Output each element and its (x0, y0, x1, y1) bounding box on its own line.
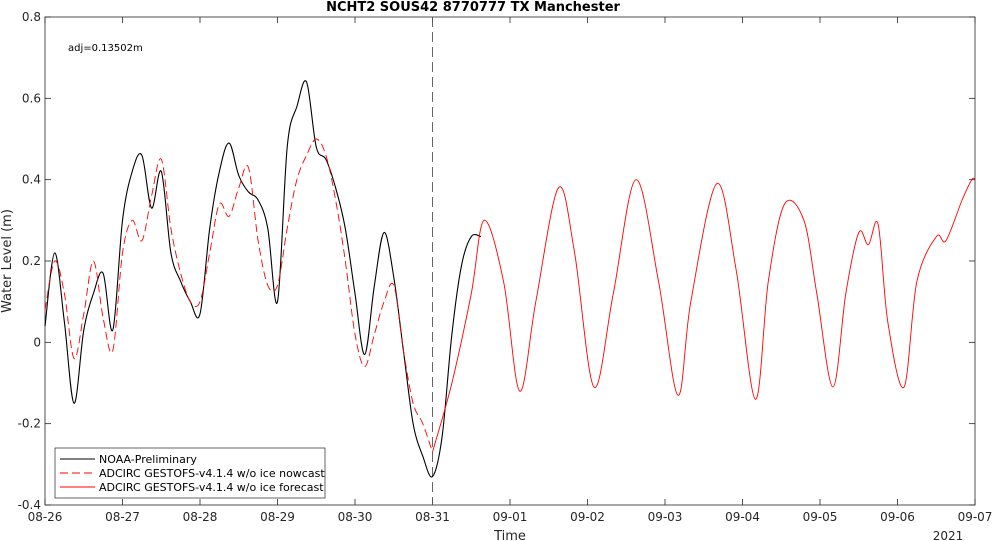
y-tick-label: -0.2 (18, 417, 41, 431)
series-line-2 (44, 138, 433, 453)
x-tick-label: 09-07 (958, 510, 992, 524)
legend-box (54, 447, 326, 499)
legend-label-3: ADCIRC GESTOFS-v4.1.4 w/o ice forecast (99, 481, 324, 494)
x-tick-label: 08-30 (338, 510, 373, 524)
adjustment-annotation: adj=0.13502m (68, 43, 143, 54)
series-layer (44, 80, 976, 478)
x-tick-label: 08-29 (260, 510, 295, 524)
x-axis-title: Time (493, 529, 526, 541)
x-tick-label: 09-06 (880, 510, 915, 524)
y-tick-label: 0.4 (22, 173, 41, 187)
y-tick-label: 0.8 (22, 10, 41, 24)
x-tick-label: 09-04 (725, 510, 760, 524)
x-tick-label: 09-02 (570, 510, 605, 524)
x-tick-label: 08-27 (105, 510, 140, 524)
chart-title: NCHT2 SOUS42 8770777 TX Manchester (326, 0, 620, 15)
y-axis-title: Water Level (m) (0, 209, 15, 313)
x-tick-label: 08-28 (183, 510, 218, 524)
series-line-3 (432, 177, 976, 453)
year-label: 2021 (933, 529, 964, 541)
x-tick-label: 09-03 (648, 510, 683, 524)
y-tick-label: 0.6 (22, 91, 41, 105)
x-axis-ticks: 08-26 08-27 08-28 08-29 08-30 08-31 09-01 09-02… (28, 17, 992, 524)
x-tick-label: 09-01 (493, 510, 528, 524)
y-axis-ticks: -0.4 -0.2 0 0.2 0.4 0.6 0.8 (18, 10, 975, 512)
y-tick-label: 0 (33, 335, 41, 349)
y-tick-label: -0.4 (18, 498, 41, 512)
legend-label-2: ADCIRC GESTOFS-v4.1.4 w/o ice nowcast (99, 467, 325, 480)
y-tick-label: 0.2 (22, 254, 41, 268)
plot-area (44, 16, 976, 506)
x-tick-label: 08-31 (415, 510, 450, 524)
series-line-1 (44, 80, 482, 478)
x-tick-label: 09-05 (803, 510, 838, 524)
legend-label-1: NOAA-Preliminary (99, 453, 197, 466)
x-tick-label: 08-26 (28, 510, 63, 524)
